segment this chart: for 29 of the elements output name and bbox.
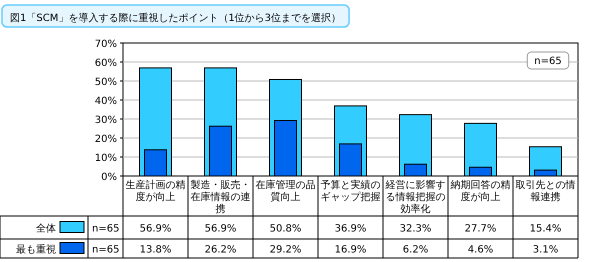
y-tick-label: 60% (94, 58, 117, 69)
data-label: 29.2% (270, 244, 302, 256)
data-label: 56.9% (140, 224, 172, 234)
text: n=65 (92, 224, 120, 234)
chart-title: 図1「SCM」を導入する際に重視したポイント（1位から3位までを選択） (10, 12, 342, 24)
data-label: 6.2% (402, 244, 428, 256)
data-label: 36.9% (334, 224, 366, 234)
y-tick-label: 30% (94, 115, 117, 126)
data-label: 16.9% (334, 244, 366, 256)
data-label: 27.7% (464, 224, 496, 234)
data-label: 3.1% (532, 244, 558, 256)
annotation: n=65 (534, 56, 562, 67)
y-tick-label: 50% (94, 77, 117, 88)
data-label: 15.4% (530, 224, 562, 234)
title: 図1「SCM」を導入する際に重視したポイント（1位から3位までを選択） (1, 4, 350, 28)
text: n=65 (92, 244, 120, 256)
y-tick-label: 20% (94, 134, 117, 145)
data-label: 32.3% (400, 224, 432, 234)
legend-label: 最も重視 (16, 244, 56, 256)
data-label: 13.8% (140, 244, 172, 256)
y-tick-label: 40% (94, 96, 117, 107)
data-label: 56.9% (204, 224, 236, 234)
legend-label: 全体 (36, 222, 56, 234)
data-label: 4.6% (468, 244, 494, 256)
y-tick-label: 0% (101, 172, 117, 183)
data-label: 50.8% (270, 224, 302, 234)
y-tick-label: 10% (94, 153, 117, 164)
y-tick-label: 70% (94, 39, 117, 50)
data-label: 26.2% (204, 244, 236, 256)
